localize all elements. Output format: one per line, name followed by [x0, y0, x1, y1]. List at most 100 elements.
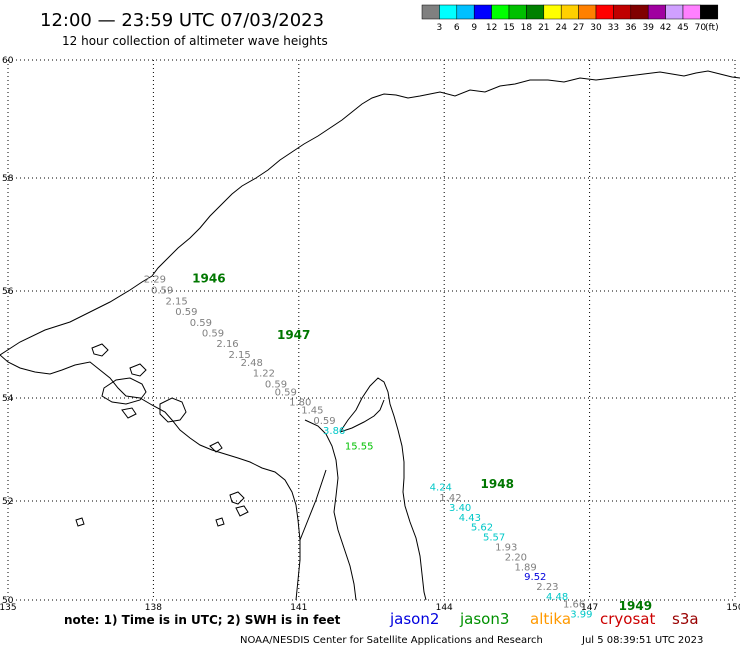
island-small-8 — [209, 441, 223, 453]
latitude-label: 58 — [2, 174, 14, 184]
color-bin-label: 39 — [642, 23, 654, 33]
wave-observations: 2.290.592.150.590.590.592.162.152.481.22… — [144, 275, 593, 621]
island-small-4 — [229, 491, 245, 505]
longitude-label: 147 — [581, 603, 598, 613]
satellite-name: altika — [530, 610, 571, 628]
island-small-1 — [91, 343, 109, 357]
color-bin — [665, 4, 684, 20]
color-bin-label: 21 — [538, 23, 549, 33]
color-bin — [578, 4, 597, 20]
color-bin-label: 70 — [695, 23, 707, 33]
wave-height-value: 9.52 — [524, 572, 546, 583]
hour-labels: 1946 1947 1948 1949 — [192, 272, 652, 613]
coastline-river — [299, 469, 327, 541]
wave-height-value: 0.59 — [151, 286, 173, 297]
wave-height-value: 3.99 — [570, 609, 592, 620]
wave-height-value: 1.93 — [495, 543, 517, 554]
color-bin — [595, 4, 614, 20]
wave-height-value: 0.59 — [175, 307, 197, 318]
wave-height-value: 5.57 — [483, 533, 505, 544]
color-bin — [700, 4, 719, 20]
satellite-name: jason3 — [459, 610, 509, 628]
island-bolshoy-shantar — [101, 377, 147, 405]
color-bin — [647, 4, 666, 20]
footer-timestamp: Jul 5 08:39:51 UTC 2023 — [581, 635, 703, 646]
wave-height-value: 2.20 — [505, 552, 527, 563]
wave-height-value: 3.40 — [449, 503, 471, 514]
island-small-7 — [75, 517, 85, 527]
wave-height-value: 0.59 — [202, 328, 224, 339]
latitude-label: 56 — [2, 287, 14, 297]
wave-height-value: 2.23 — [536, 582, 558, 593]
coastline-north — [0, 70, 740, 356]
color-bin — [491, 4, 510, 20]
latitude-label: 60 — [2, 56, 14, 66]
wave-height-value: 1.22 — [253, 369, 275, 380]
wave-height-value: 4.24 — [430, 483, 452, 494]
color-bin-label: 15 — [503, 23, 514, 33]
wave-height-value: 0.59 — [190, 318, 212, 329]
satellite-legend: jason2 jason3 altika cryosat s3a — [389, 610, 699, 628]
color-bin-label: 30 — [590, 23, 602, 33]
longitude-labels: 135 138 141 144 147 150 — [0, 603, 740, 613]
wave-height-value: 4.43 — [459, 513, 481, 524]
color-bin-label: 33 — [608, 23, 619, 33]
wave-height-value: 2.29 — [144, 275, 166, 286]
coastline-sakhalin — [339, 377, 427, 601]
color-bin-label: 9 — [471, 23, 477, 33]
map-title: 12:00 — 23:59 UTC 07/03/2023 — [40, 10, 324, 31]
wave-height-value: 0.59 — [313, 416, 335, 427]
color-bin — [613, 4, 632, 20]
wave-height-value: 2.48 — [241, 358, 263, 369]
color-bin — [682, 4, 701, 20]
wave-height-value: 1.80 — [289, 398, 311, 409]
color-bin-label: 42 — [660, 23, 671, 33]
color-bin — [473, 4, 492, 20]
color-bin — [508, 4, 527, 20]
footer-note: note: 1) Time is in UTC; 2) SWH is in fe… — [64, 613, 341, 627]
coastline-mainland-west — [0, 354, 301, 601]
color-bin-label: 27 — [573, 23, 584, 33]
wave-height-value: 1.45 — [301, 405, 323, 416]
coastline — [0, 70, 740, 601]
wave-height-value: 15.55 — [345, 442, 374, 453]
island-small-6 — [215, 517, 225, 527]
latitude-labels: 50 52 54 56 58 60 — [2, 56, 14, 606]
wave-height-value: 1.66 — [563, 599, 585, 610]
color-scale-legend: 3 6 9 12 15 18 21 24 27 30 33 36 39 42 45 70(ft) — [421, 4, 719, 33]
hour-label: 1948 — [481, 477, 514, 491]
satellite-name: s3a — [672, 610, 699, 628]
color-bin — [560, 4, 579, 20]
hour-label: 1947 — [277, 328, 310, 342]
island-feklistova — [159, 397, 187, 423]
hour-label: 1946 — [192, 272, 225, 286]
wave-height-value: 2.16 — [216, 339, 238, 350]
hour-label: 1949 — [619, 599, 652, 613]
wave-height-value: 0.59 — [265, 379, 287, 390]
wave-height-value: 0.59 — [275, 387, 297, 398]
longitude-label: 135 — [0, 603, 17, 613]
coastline-sakhalin-inner — [339, 399, 385, 433]
longitude-label: 141 — [290, 603, 307, 613]
color-bin-label: 6 — [454, 23, 460, 33]
wave-height-value: 5.62 — [471, 523, 493, 534]
color-bin — [421, 4, 440, 20]
island-small-3 — [121, 407, 137, 419]
wave-height-value: 4.48 — [546, 592, 568, 603]
wave-height-value: 1.42 — [439, 493, 461, 504]
color-bin-label: 45 — [677, 23, 688, 33]
coastline-amur-estuary — [304, 419, 357, 601]
latitude-label: 50 — [2, 596, 14, 606]
island-small-2 — [129, 363, 147, 377]
color-bin — [456, 4, 475, 20]
color-bin — [543, 4, 562, 20]
color-bin-label: 36 — [625, 23, 637, 33]
color-unit-label: (ft) — [705, 23, 719, 33]
longitude-label: 138 — [145, 603, 162, 613]
color-bin — [526, 4, 545, 20]
latitude-label: 52 — [2, 497, 13, 507]
color-bin-label: 12 — [486, 23, 497, 33]
color-bin — [439, 4, 458, 20]
map-subtitle: 12 hour collection of altimeter wave hei… — [62, 34, 328, 48]
